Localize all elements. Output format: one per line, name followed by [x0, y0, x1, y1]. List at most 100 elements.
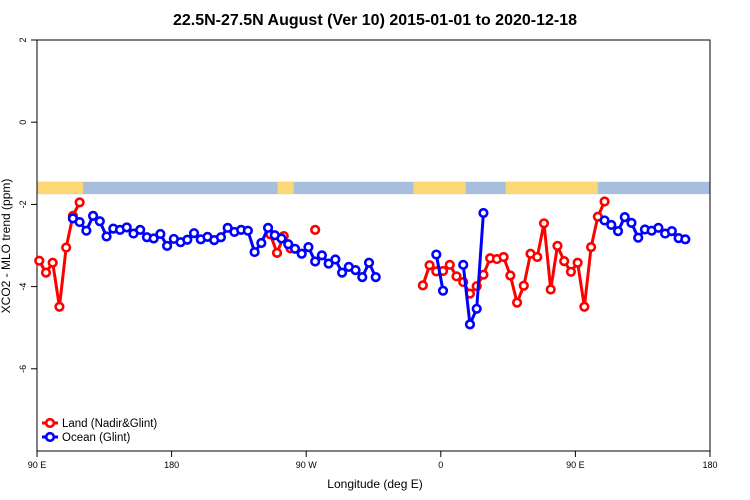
data-point	[47, 257, 58, 268]
data-point	[61, 242, 72, 253]
data-point	[148, 233, 159, 244]
data-point	[633, 232, 644, 243]
legend-label: Land (Nadir&Glint)	[62, 418, 157, 430]
data-point	[74, 197, 85, 208]
data-point	[101, 231, 112, 242]
x-tick-label: 180	[702, 460, 717, 470]
data-point	[417, 280, 428, 291]
data-point	[215, 232, 227, 243]
data-point	[626, 217, 637, 228]
data-point	[262, 222, 274, 233]
land-band-segment	[277, 181, 294, 195]
data-point	[135, 224, 146, 235]
data-point	[249, 246, 260, 258]
data-point	[478, 207, 489, 219]
data-point	[518, 280, 529, 291]
chart-title: 22.5N-27.5N August (Ver 10) 2015-01-01 t…	[173, 12, 577, 29]
data-point	[34, 255, 45, 266]
data-point	[599, 196, 610, 207]
series-layer	[34, 196, 691, 330]
land-band-segment	[413, 181, 466, 195]
x-tick-label: 90 W	[296, 460, 318, 470]
data-point	[572, 257, 583, 268]
data-point	[538, 218, 550, 229]
axes: 90 E 180 90 W 0 90 E 180 2 0 -2 -4 -6	[18, 37, 718, 470]
data-point	[619, 212, 630, 223]
data-point	[599, 215, 610, 226]
data-point	[498, 251, 509, 263]
data-point	[303, 242, 314, 253]
series-line	[434, 254, 445, 291]
data-point	[350, 265, 361, 276]
data-point	[505, 270, 516, 281]
land-band-segment	[505, 181, 598, 195]
data-point	[256, 237, 267, 249]
data-point	[532, 251, 543, 263]
series-line	[461, 212, 485, 326]
data-point	[444, 259, 455, 270]
data-point	[162, 240, 173, 252]
data-point	[666, 226, 677, 237]
data-point	[242, 225, 253, 236]
data-point	[310, 256, 321, 267]
data-point	[579, 301, 590, 312]
data-point	[182, 234, 193, 245]
data-point	[437, 285, 449, 296]
ocean-band	[37, 181, 710, 195]
land-ocean-band	[37, 181, 710, 195]
data-point	[511, 297, 523, 308]
data-point	[330, 254, 341, 265]
data-point	[357, 272, 368, 283]
data-point	[271, 247, 283, 258]
data-point	[653, 222, 664, 233]
data-point	[464, 319, 476, 330]
legend: Land (Nadir&Glint) Ocean (Glint)	[42, 417, 157, 444]
y-tick-label: -6	[18, 365, 28, 373]
data-point	[370, 272, 381, 283]
data-point	[545, 284, 556, 295]
data-point	[121, 222, 132, 233]
legend-marker	[44, 417, 56, 429]
data-point	[424, 260, 435, 271]
data-point	[283, 239, 294, 250]
data-point	[612, 226, 624, 237]
data-point	[606, 219, 617, 231]
legend-marker	[44, 431, 56, 443]
x-tick-label: 90 E	[28, 460, 47, 470]
y-axis-label: XCO2 - MLO trend (ppm)	[0, 179, 13, 314]
data-point	[54, 301, 65, 312]
series-land	[34, 196, 610, 312]
data-point	[276, 233, 287, 244]
data-point	[74, 216, 85, 228]
data-point	[188, 228, 200, 239]
y-tick-label: -2	[18, 200, 28, 208]
data-point	[363, 257, 375, 268]
y-tick-label: 2	[18, 37, 28, 42]
data-point	[94, 216, 105, 227]
legend-label: Ocean (Glint)	[62, 432, 131, 444]
data-point	[336, 267, 348, 278]
data-point	[289, 243, 301, 254]
x-tick-label: 90 E	[566, 460, 585, 470]
data-point	[565, 266, 577, 277]
data-point	[87, 210, 99, 222]
x-tick-label: 0	[438, 460, 443, 470]
data-point	[81, 225, 92, 236]
data-point	[155, 228, 166, 240]
land-band-segment	[37, 181, 84, 195]
data-point	[431, 249, 442, 260]
data-point	[586, 242, 597, 253]
data-point	[40, 267, 52, 278]
data-point	[680, 234, 691, 245]
x-axis-label: Longitude (deg E)	[327, 477, 422, 491]
y-tick-label: 0	[18, 120, 28, 125]
data-point	[471, 303, 482, 314]
data-point	[310, 224, 321, 235]
series-line	[421, 200, 606, 309]
series-ocean	[67, 207, 691, 330]
plot-frame	[36, 39, 711, 452]
data-point	[296, 248, 307, 259]
data-point	[552, 240, 563, 252]
data-point	[451, 271, 462, 282]
